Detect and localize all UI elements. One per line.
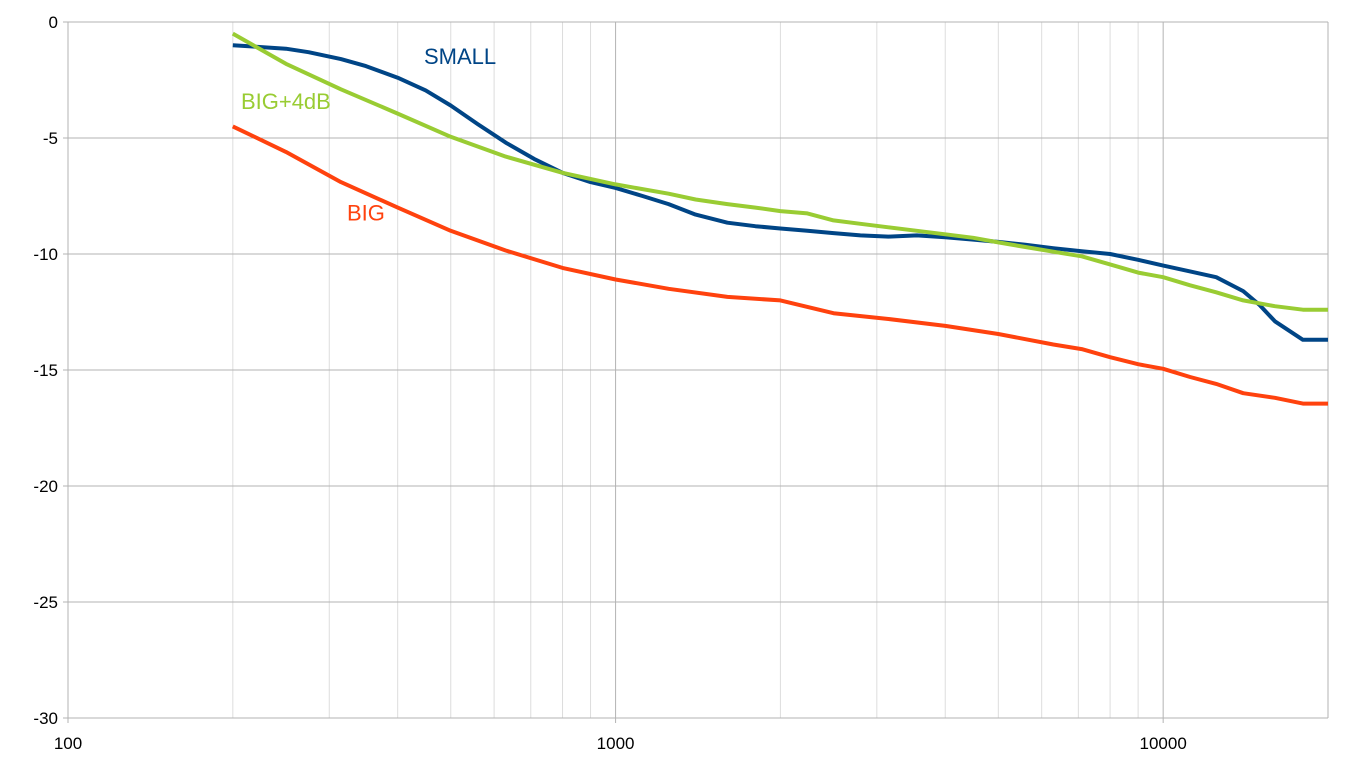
x-tick-label: 1000 [597, 734, 635, 753]
tick-labels: 0 -5 -10 -15 -20 -25 -30 100 1000 10000 [33, 13, 1186, 753]
x-tick-label: 100 [54, 734, 82, 753]
y-tick-label: -5 [43, 129, 58, 148]
y-tick-label: 0 [49, 13, 58, 32]
y-tick-label: -15 [33, 361, 58, 380]
y-tick-label: -25 [33, 593, 58, 612]
y-tick-label: -10 [33, 245, 58, 264]
y-tick-label: -30 [33, 709, 58, 728]
y-tick-label: -20 [33, 477, 58, 496]
series-line-big-4db [231, 31, 1328, 312]
series-label-small: SMALL [424, 44, 496, 69]
series-line-big [231, 124, 1328, 406]
series-label-big-4db: BIG+4dB [241, 89, 331, 114]
series-annotations: SMALL BIG+4dB BIG [241, 44, 496, 226]
series-lines [231, 31, 1328, 406]
series-line-small [232, 43, 1328, 342]
x-tick-label: 10000 [1140, 734, 1187, 753]
series-label-big: BIG [347, 200, 385, 225]
grid [68, 21, 1329, 719]
axes [63, 21, 1328, 723]
